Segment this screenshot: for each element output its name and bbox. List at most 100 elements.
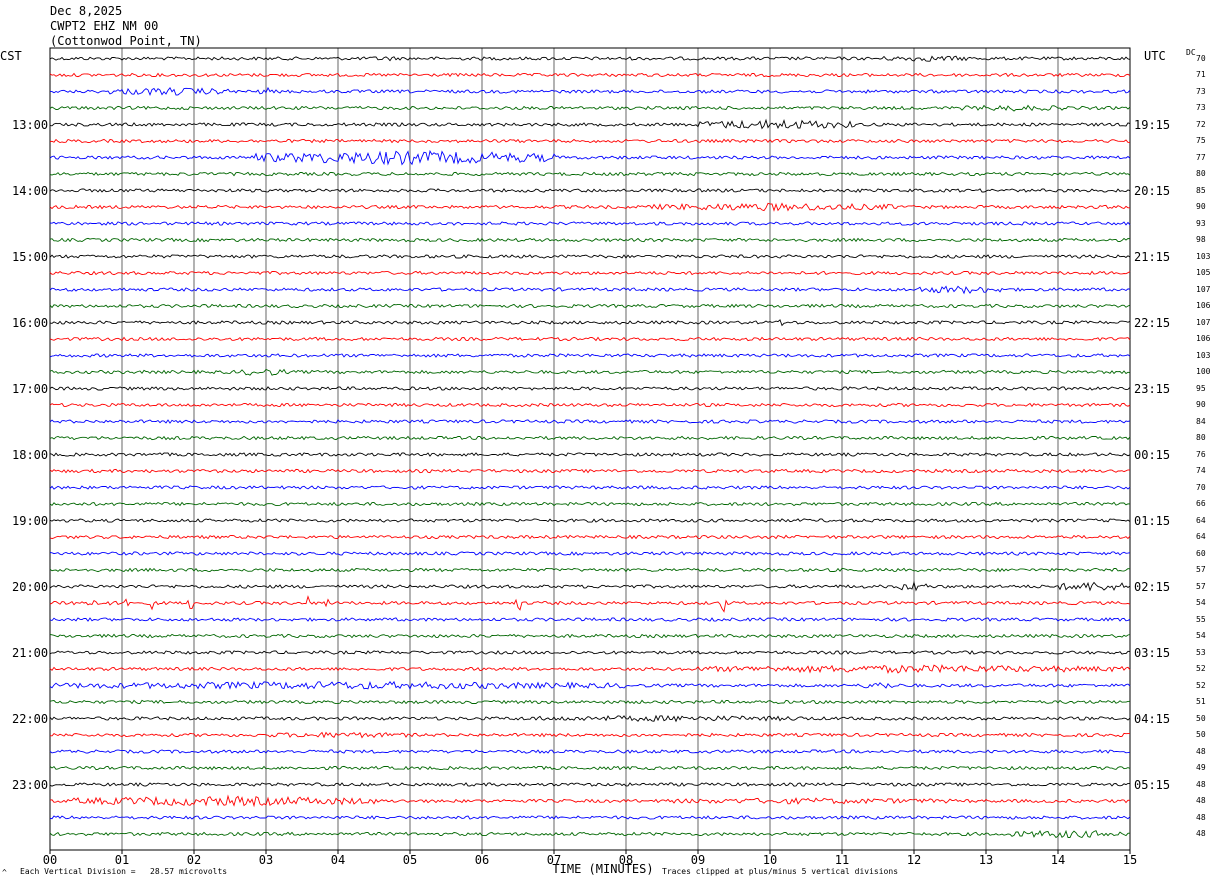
trace-row xyxy=(49,368,1131,376)
x-axis-title: TIME (MINUTES) xyxy=(552,862,654,876)
dc-offset-label: 105 xyxy=(1196,268,1210,277)
trace-row xyxy=(49,104,1131,112)
hour-label-cst: 18:00 xyxy=(12,447,49,462)
x-tick-label: 03 xyxy=(258,853,274,867)
trace-row xyxy=(49,118,1131,130)
hour-label-utc: 01:15 xyxy=(1134,513,1171,528)
dc-offset-label: 51 xyxy=(1196,697,1206,706)
dc-offset-label: 95 xyxy=(1196,383,1206,393)
trace-row xyxy=(49,452,1131,457)
dc-offset-label: 57 xyxy=(1196,565,1206,574)
hour-label-utc: 00:15 xyxy=(1134,447,1171,462)
dc-offset-label: 70 xyxy=(1196,53,1206,63)
dc-offset-label: 53 xyxy=(1196,647,1206,657)
dc-offset-label: 100 xyxy=(1196,367,1210,376)
x-tick-label: 09 xyxy=(690,853,706,867)
trace-row xyxy=(49,303,1131,309)
scale-note: Each Vertical Division = 28.57 microvolt… xyxy=(20,867,228,876)
dc-offset-label: 77 xyxy=(1196,152,1206,162)
trace-row xyxy=(49,829,1131,839)
trace-row xyxy=(49,386,1131,391)
x-tick-label: 14 xyxy=(1050,853,1066,867)
dc-offset-label: 49 xyxy=(1196,763,1206,772)
x-tick-label: 00 xyxy=(42,853,58,867)
left-timezone-label: CST xyxy=(0,49,22,63)
trace-row xyxy=(49,435,1131,441)
hour-label-cst: 23:00 xyxy=(12,777,49,792)
dc-offset-label: 84 xyxy=(1196,416,1206,426)
trace-row xyxy=(49,633,1131,639)
trace-row xyxy=(49,149,1131,166)
trace-row xyxy=(49,567,1131,573)
dc-offset-label: 80 xyxy=(1196,169,1206,178)
right-timezone-label: UTC xyxy=(1144,49,1166,63)
hour-label-cst: 20:00 xyxy=(12,579,49,594)
dc-offset-header: DC xyxy=(1186,48,1196,57)
trace-row xyxy=(49,518,1131,523)
dc-offset-label: 73 xyxy=(1196,103,1206,112)
trace-row xyxy=(49,501,1131,507)
dc-offset-label: 76 xyxy=(1196,449,1206,459)
trace-row xyxy=(49,353,1131,358)
trace-row xyxy=(49,749,1131,754)
trace-row xyxy=(49,714,1131,723)
dc-offset-label: 85 xyxy=(1196,185,1206,195)
hour-label-cst: 17:00 xyxy=(12,381,49,396)
x-tick-label: 13 xyxy=(978,853,994,867)
dc-offset-label: 48 xyxy=(1196,812,1206,822)
x-tick-label: 06 xyxy=(474,853,490,867)
dc-offset-label: 90 xyxy=(1196,400,1206,409)
dc-offset-label: 64 xyxy=(1196,532,1206,541)
trace-row xyxy=(49,270,1131,276)
trace-row xyxy=(49,402,1131,408)
station-code: CWPT2 EHZ NM 00 xyxy=(50,19,159,33)
dc-offset-label: 60 xyxy=(1196,548,1206,558)
dc-offset-label: 66 xyxy=(1196,499,1206,508)
corner-mark: ^ xyxy=(2,868,7,877)
trace-row xyxy=(49,138,1131,144)
trace-row xyxy=(49,188,1131,193)
dc-offset-label: 52 xyxy=(1196,680,1206,690)
hour-label-cst: 19:00 xyxy=(12,513,49,528)
hour-label-utc: 20:15 xyxy=(1134,183,1171,198)
trace-row xyxy=(49,699,1131,705)
dc-offset-label: 103 xyxy=(1196,251,1210,261)
hour-label-cst: 16:00 xyxy=(12,315,49,330)
hour-label-utc: 23:15 xyxy=(1134,381,1171,396)
dc-offset-label: 54 xyxy=(1196,631,1206,640)
trace-row xyxy=(49,86,1131,97)
trace-row xyxy=(49,680,1131,690)
trace-row xyxy=(49,319,1131,327)
dc-offset-label: 48 xyxy=(1196,779,1206,789)
dc-offset-label: 70 xyxy=(1196,482,1206,492)
hour-label-utc: 05:15 xyxy=(1134,777,1171,792)
hour-label-utc: 22:15 xyxy=(1134,315,1171,330)
trace-row xyxy=(49,580,1131,592)
trace-row xyxy=(49,237,1131,243)
trace-row xyxy=(49,55,1131,62)
dc-offset-label: 103 xyxy=(1196,350,1210,360)
dc-offset-label: 93 xyxy=(1196,218,1206,228)
dc-offset-label: 80 xyxy=(1196,433,1206,442)
trace-row xyxy=(49,731,1130,739)
hour-label-cst: 13:00 xyxy=(12,117,49,132)
dc-offset-label: 48 xyxy=(1196,796,1206,805)
x-tick-label: 15 xyxy=(1122,853,1138,867)
x-tick-label: 05 xyxy=(402,853,418,867)
x-tick-label: 12 xyxy=(906,853,922,867)
dc-offset-label: 106 xyxy=(1196,301,1210,310)
trace-row xyxy=(49,650,1131,655)
hour-label-utc: 02:15 xyxy=(1134,579,1171,594)
dc-offset-label: 98 xyxy=(1196,235,1206,244)
dc-offset-label: 50 xyxy=(1196,730,1206,739)
dc-offset-label: 54 xyxy=(1196,598,1206,607)
x-tick-label: 07 xyxy=(546,853,562,867)
trace-row xyxy=(49,72,1131,78)
trace-row xyxy=(49,485,1131,490)
trace-row xyxy=(49,336,1131,342)
hour-label-utc: 04:15 xyxy=(1134,711,1171,726)
trace-row xyxy=(49,617,1131,622)
trace-row xyxy=(49,285,1131,295)
x-tick-label: 10 xyxy=(762,853,778,867)
dc-offset-label: 64 xyxy=(1196,515,1206,525)
